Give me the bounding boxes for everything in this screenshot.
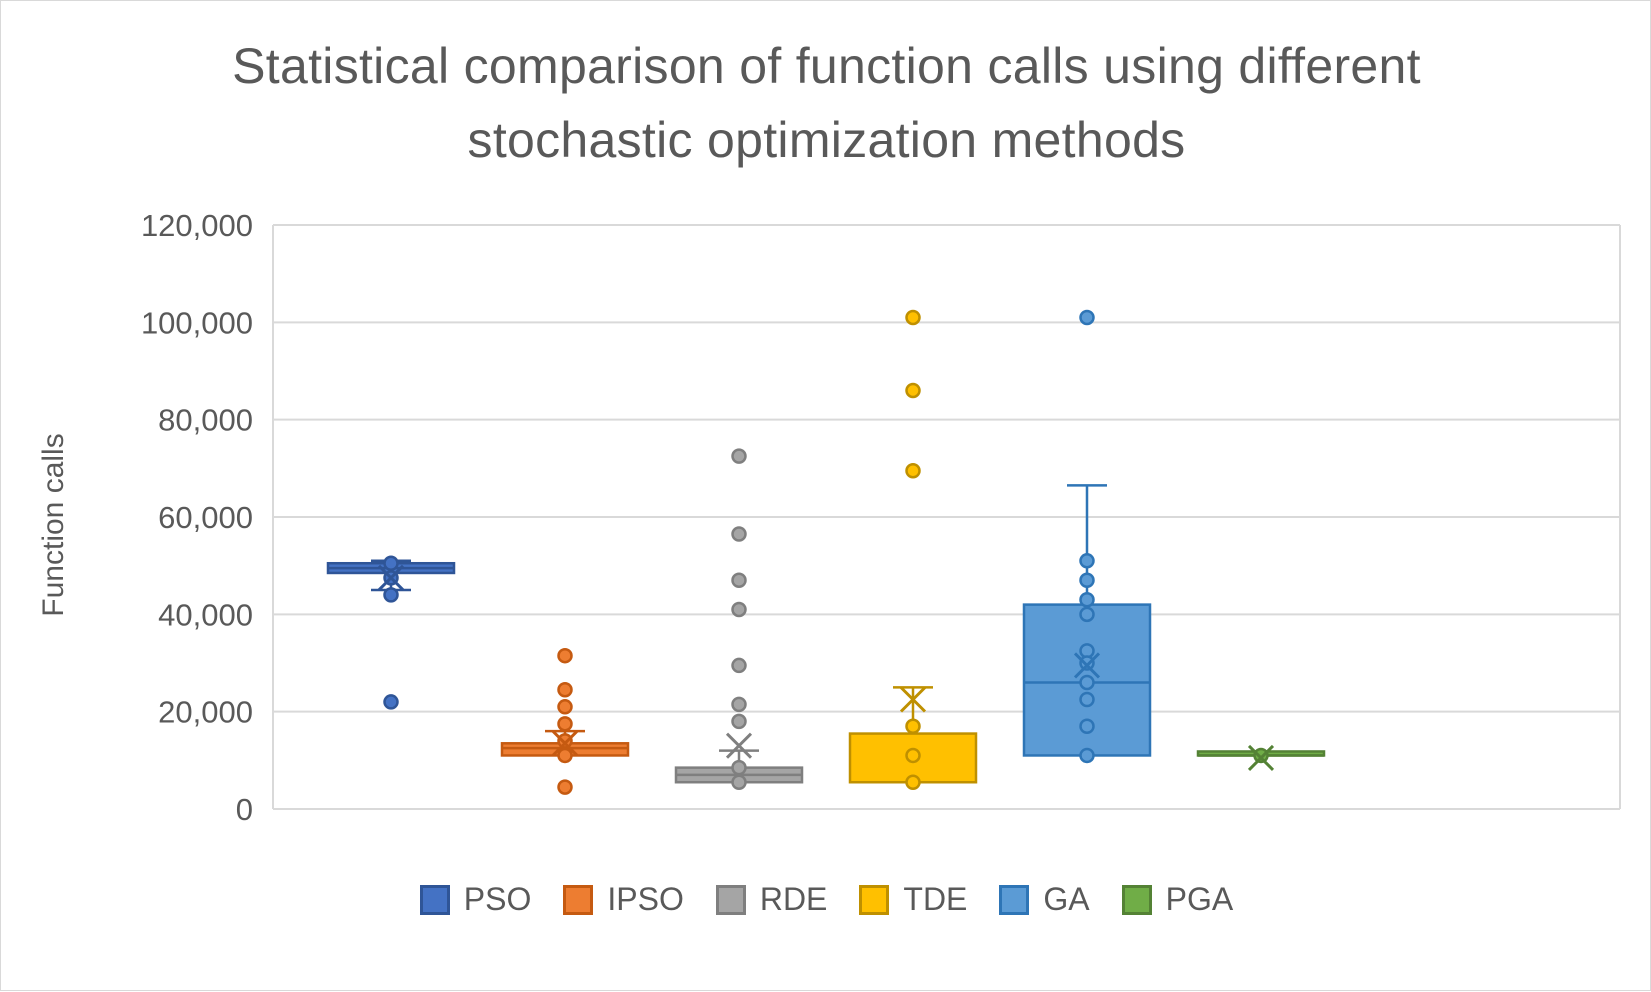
y-tick-label: 80,000 xyxy=(158,403,253,438)
ga-data-point xyxy=(1079,606,1095,623)
tde-data-point xyxy=(905,774,921,790)
rde-data-point xyxy=(731,526,747,542)
pga-mean-marker xyxy=(1247,744,1275,771)
legend-swatch xyxy=(1121,884,1152,915)
tde-data-point xyxy=(905,747,921,764)
ipso-data-point xyxy=(557,647,573,664)
rde-data-point xyxy=(731,601,747,618)
ipso-data-point xyxy=(557,779,573,795)
ga-data-point xyxy=(1079,572,1095,589)
ga-data-point xyxy=(1079,718,1095,735)
pso-mean-marker xyxy=(377,564,405,591)
y-tick-label: 40,000 xyxy=(158,597,253,632)
ga-data-point xyxy=(1079,674,1095,691)
ga-mean-marker xyxy=(1073,652,1101,679)
y-axis-label: Function calls xyxy=(37,433,70,616)
legend-swatch xyxy=(999,884,1030,915)
pso-data-point xyxy=(383,587,399,603)
legend-swatch xyxy=(715,884,746,915)
legend-swatch xyxy=(419,884,450,915)
rde-mean-marker xyxy=(725,732,753,759)
chart-title: Statistical comparison of function calls… xyxy=(1,29,1651,177)
pga-data-point xyxy=(1253,747,1269,764)
ga-data-point xyxy=(1079,655,1095,671)
ipso-data-point xyxy=(557,733,573,749)
rde-data-point xyxy=(731,774,747,790)
ipso-data-point xyxy=(557,716,573,732)
tde-data-point xyxy=(905,463,921,479)
tde-mean-marker xyxy=(899,686,927,713)
ga-data-point xyxy=(1079,309,1095,326)
chart-title-line-2: stochastic optimization methods xyxy=(467,112,1186,168)
legend-item-rde: RDE xyxy=(715,881,828,918)
y-tick-label: 0 xyxy=(236,792,253,827)
ipso-data-point xyxy=(557,682,573,698)
y-tick-label: 60,000 xyxy=(158,500,253,535)
pso-data-point xyxy=(383,694,399,710)
rde-data-point xyxy=(731,448,747,464)
legend-swatch xyxy=(563,884,594,915)
legend-label: PGA xyxy=(1165,881,1234,917)
ga-data-point xyxy=(1079,591,1095,608)
ga-data-point xyxy=(1079,553,1095,569)
ipso-data-point xyxy=(557,699,573,715)
rde-data-point xyxy=(731,696,747,713)
legend-label: GA xyxy=(1043,881,1090,917)
ipso-mean-marker xyxy=(551,730,579,757)
pso-data-point xyxy=(383,555,399,571)
rde-data-point xyxy=(731,713,747,730)
rde-data-point xyxy=(731,572,747,589)
legend-label: PSO xyxy=(463,881,532,917)
tde-data-point xyxy=(905,718,921,735)
ipso-data-point xyxy=(557,747,573,764)
ga-data-point xyxy=(1079,691,1095,708)
legend-item-ipso: IPSO xyxy=(563,881,684,918)
y-tick-label: 120,000 xyxy=(141,208,253,243)
legend-label: TDE xyxy=(903,881,968,917)
legend-item-ga: GA xyxy=(999,881,1090,918)
legend-item-tde: TDE xyxy=(859,881,967,918)
legend-label: RDE xyxy=(759,881,828,917)
ga-data-point xyxy=(1079,747,1095,764)
legend: PSO IPSO RDE TDE GA PGA xyxy=(1,881,1651,918)
tde-data-point xyxy=(905,309,921,326)
rde-data-point xyxy=(731,759,747,776)
tde-data-point xyxy=(905,382,921,399)
legend-item-pga: PGA xyxy=(1121,881,1234,918)
rde-data-point xyxy=(731,657,747,674)
legend-item-pso: PSO xyxy=(419,881,532,918)
chart-title-line-1: Statistical comparison of function calls… xyxy=(232,38,1421,94)
y-tick-label: 20,000 xyxy=(158,695,253,730)
y-tick-label: 100,000 xyxy=(141,305,253,340)
legend-swatch xyxy=(859,884,890,915)
legend-label: IPSO xyxy=(607,881,684,917)
